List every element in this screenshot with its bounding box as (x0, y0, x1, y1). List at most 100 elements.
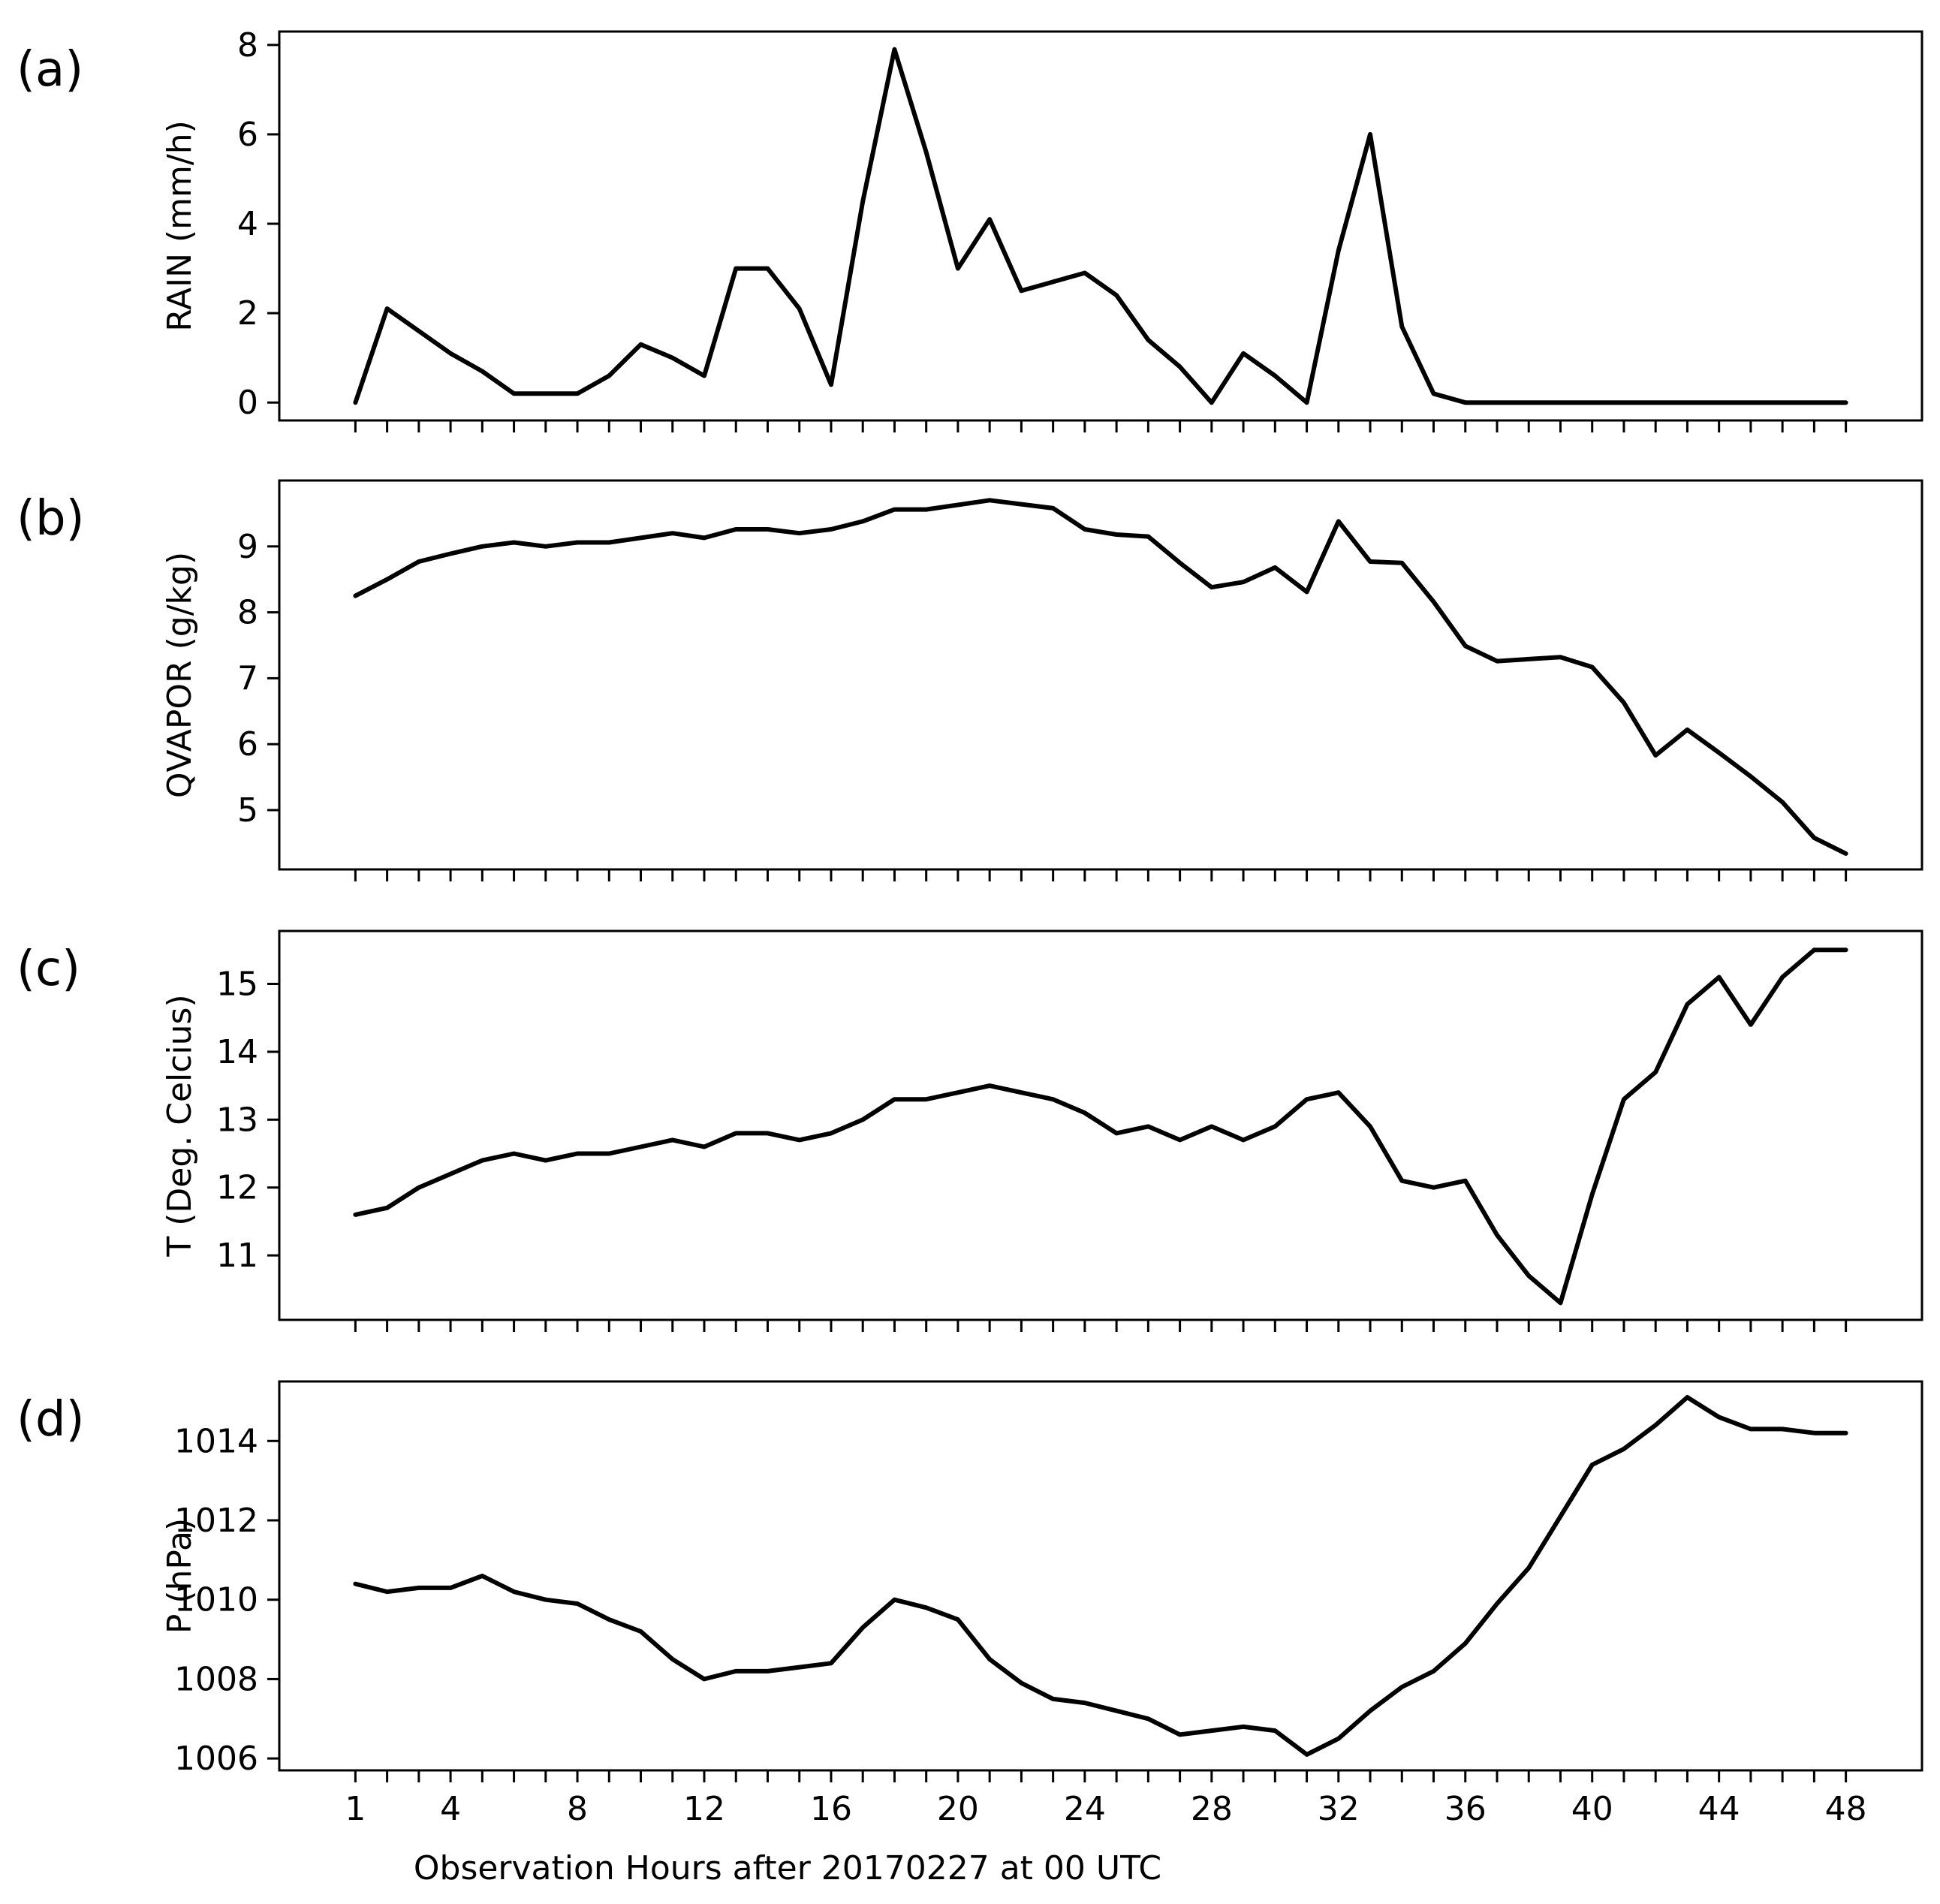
data-point (1432, 1669, 1436, 1674)
data-point (1114, 293, 1119, 297)
data-point (1019, 1681, 1023, 1686)
data-point (448, 1172, 453, 1176)
data-point (892, 1097, 896, 1101)
data-point (956, 502, 960, 507)
data-point (1653, 1423, 1658, 1427)
panel-label: (c) (17, 941, 80, 997)
y-tick-label: 4 (237, 205, 258, 243)
data-point (987, 1657, 992, 1661)
data-point (1146, 1716, 1150, 1721)
data-point (1336, 249, 1341, 253)
data-point (1558, 1300, 1562, 1305)
data-point (1305, 400, 1309, 405)
data-point (1273, 1124, 1277, 1128)
data-point (860, 1625, 865, 1630)
data-point (892, 508, 896, 512)
data-point (480, 544, 484, 549)
data-point (639, 535, 643, 540)
data-point (829, 1131, 833, 1135)
data-point (924, 508, 929, 512)
data-point (765, 1669, 770, 1674)
data-point (1622, 1447, 1626, 1451)
data-point (987, 498, 992, 502)
panel-a: 0 2 4 6 8 RAIN (mm/h) (a) (17, 26, 1923, 432)
data-point (1305, 1097, 1309, 1101)
data-point (702, 373, 706, 378)
data-point (1463, 1179, 1468, 1183)
y-tick-label: 1008 (174, 1660, 258, 1698)
data-point (734, 527, 738, 532)
data-point (1653, 1070, 1658, 1074)
series-line (353, 47, 1848, 405)
data-point (480, 1158, 484, 1163)
data-point (1749, 1023, 1753, 1027)
data-point (544, 1598, 548, 1602)
data-point (1812, 836, 1816, 840)
data-point (860, 199, 865, 203)
data-point (385, 306, 390, 311)
x-axis-label: Observation Hours after 20170227 at 00 U… (414, 1849, 1161, 1887)
data-point (1717, 400, 1722, 405)
data-point (1019, 1090, 1023, 1095)
data-point (1749, 774, 1753, 779)
data-point (1717, 1415, 1722, 1420)
data-point (702, 1677, 706, 1681)
data-point (639, 342, 643, 347)
y-tick-label: 8 (237, 594, 258, 632)
plot-frame (278, 30, 1923, 422)
data-point (575, 1601, 580, 1606)
data-point (1051, 1097, 1056, 1101)
data-point (1812, 947, 1816, 952)
data-point (829, 527, 833, 532)
data-point (512, 1152, 517, 1156)
data-point (1526, 400, 1531, 405)
data-point (639, 1144, 643, 1149)
data-point (1241, 1725, 1246, 1729)
data-point (417, 1185, 421, 1190)
data-point (1114, 532, 1119, 537)
data-point (1368, 132, 1372, 137)
data-point (1749, 400, 1753, 405)
data-point (1780, 800, 1785, 804)
data-point (1146, 535, 1150, 539)
y-tick-label: 1010 (174, 1581, 258, 1619)
data-point (1780, 975, 1785, 979)
y-tick-label: 2 (237, 294, 258, 333)
data-point (353, 594, 357, 598)
y-tick-label: 0 (237, 384, 258, 422)
data-point (1432, 1185, 1436, 1190)
data-point (1558, 655, 1562, 659)
data-point (1368, 1124, 1372, 1128)
data-point (1051, 1697, 1056, 1701)
data-point (1749, 1426, 1753, 1431)
data-point (417, 329, 421, 333)
data-point (1622, 1097, 1626, 1101)
y-tick-label: 6 (237, 116, 258, 154)
data-point (1526, 657, 1531, 661)
data-point (670, 356, 675, 360)
data-point (1241, 351, 1246, 356)
x-tick-label: 28 (1191, 1790, 1233, 1828)
data-point (765, 527, 770, 532)
data-point (1083, 1110, 1087, 1115)
data-point (544, 544, 548, 549)
x-tick-label: 4 (440, 1790, 461, 1828)
x-tick-label: 40 (1571, 1790, 1613, 1828)
data-point (1368, 1709, 1372, 1713)
data-point (1146, 338, 1150, 342)
data-point (1399, 1179, 1404, 1183)
data-point (607, 1617, 611, 1622)
data-point (385, 1206, 390, 1210)
data-point (1590, 1463, 1595, 1467)
data-point (512, 391, 517, 396)
data-point (1495, 1601, 1499, 1606)
data-point (480, 369, 484, 374)
y-tick-label: 1012 (174, 1502, 258, 1540)
data-point (1209, 400, 1214, 405)
data-point (924, 1097, 929, 1101)
data-point (1812, 400, 1816, 405)
data-point (1432, 600, 1436, 604)
y-tick-label: 9 (237, 528, 258, 566)
data-point (765, 1131, 770, 1135)
data-point (1241, 1137, 1246, 1142)
